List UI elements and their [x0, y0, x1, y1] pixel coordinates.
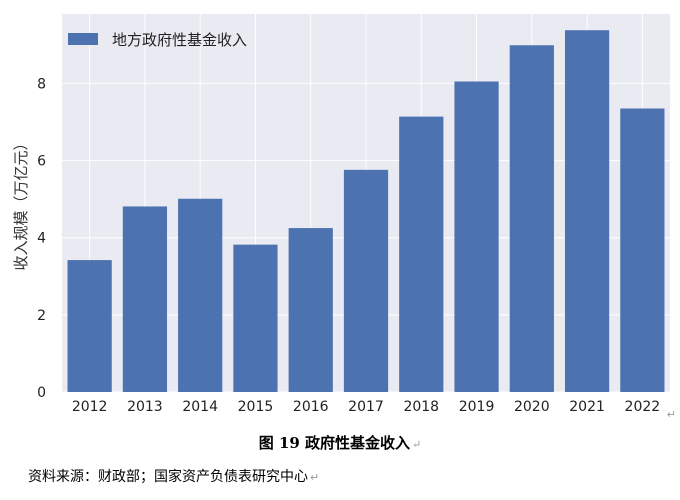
bar: [509, 45, 554, 392]
x-tick-label: 2019: [459, 399, 495, 415]
y-tick-label: 0: [37, 385, 46, 401]
bar: [454, 81, 499, 392]
x-tick-label: 2018: [403, 399, 439, 415]
paragraph-mark: ↵: [310, 471, 320, 484]
x-tick-label: 2014: [182, 399, 218, 415]
bar: [564, 30, 610, 392]
figure-caption: 图 19 政府性基金收入 ↵: [0, 432, 680, 453]
x-tick-label: 2022: [625, 399, 661, 415]
source-note: 资料来源：财政部；国家资产负债表研究中心 ↵: [28, 466, 319, 486]
bar: [288, 228, 333, 392]
y-tick-label: 4: [37, 231, 46, 247]
bar: [122, 206, 168, 392]
y-axis-label: 收入规模（万亿元）: [12, 135, 30, 270]
paragraph-mark: ↵: [412, 438, 422, 451]
x-tick-label: 2015: [238, 399, 274, 415]
x-tick-label: 2017: [348, 399, 384, 415]
bar-chart: 0 2 4 6 8 2012 2013 2014 2015 2016 2017 2018 2019 202…: [12, 14, 670, 415]
bar: [343, 169, 389, 392]
x-tick-label: 2013: [127, 399, 163, 415]
bar: [178, 198, 223, 392]
bar: [620, 108, 665, 392]
paragraph-mark: ↵: [666, 408, 676, 421]
caption-text: 图 19 政府性基金收入: [258, 434, 411, 452]
x-tick-label: 2016: [293, 399, 329, 415]
bar: [67, 260, 112, 392]
y-tick-label: 6: [37, 154, 46, 170]
x-tick-label: 2012: [72, 399, 108, 415]
source-text: 资料来源：财政部；国家资产负债表研究中心: [28, 469, 308, 485]
legend-swatch: [68, 33, 98, 45]
bar: [233, 244, 278, 392]
y-tick-label: 8: [37, 76, 46, 92]
legend-label: 地方政府性基金收入: [112, 31, 247, 49]
bar: [399, 116, 444, 392]
x-tick-label: 2021: [569, 399, 605, 415]
x-tick-label: 2020: [514, 399, 550, 415]
y-tick-label: 2: [37, 308, 46, 324]
